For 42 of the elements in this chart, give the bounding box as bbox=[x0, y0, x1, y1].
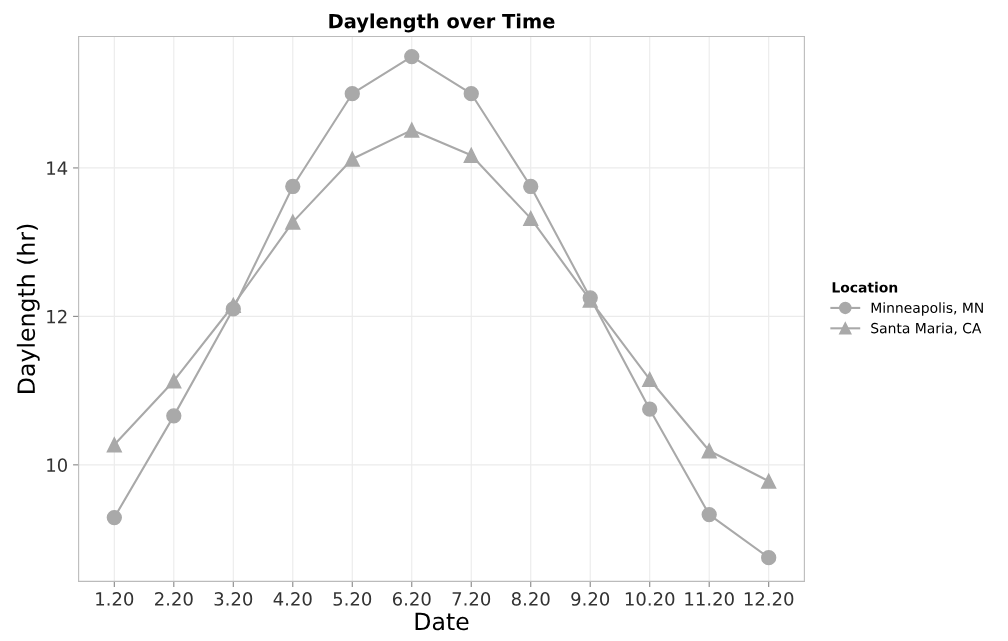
point bbox=[106, 509, 122, 526]
x-tick-label: 2.20 bbox=[155, 592, 193, 606]
point bbox=[404, 48, 420, 65]
point bbox=[761, 549, 777, 566]
x-tick-label: 5.20 bbox=[333, 592, 372, 606]
point bbox=[344, 151, 360, 167]
point bbox=[701, 506, 717, 523]
point bbox=[285, 178, 301, 195]
x-tick-label: 10.20 bbox=[625, 592, 675, 606]
x-tick-label: 3.20 bbox=[214, 592, 253, 606]
y-tick-label: 14 bbox=[47, 161, 68, 175]
point bbox=[463, 86, 479, 102]
x-tick-label: 4.20 bbox=[273, 592, 312, 606]
x-tick-label: 11.20 bbox=[685, 592, 734, 606]
point bbox=[642, 401, 658, 417]
x-tick-label: 9.20 bbox=[571, 592, 610, 606]
point bbox=[166, 408, 182, 424]
legend-label: Minneapolis, MN bbox=[871, 302, 983, 316]
legend-title: Location bbox=[832, 281, 898, 293]
point bbox=[642, 371, 658, 388]
y-tick-label: 10 bbox=[47, 458, 68, 472]
point bbox=[761, 473, 777, 489]
y-tick-label: 12 bbox=[47, 309, 67, 324]
point bbox=[523, 178, 539, 195]
point bbox=[285, 214, 301, 230]
point bbox=[404, 122, 420, 138]
x-tick-label: 8.20 bbox=[511, 592, 550, 606]
point bbox=[523, 210, 539, 227]
legend-label: Santa Maria, CA bbox=[871, 322, 982, 335]
point bbox=[166, 373, 182, 389]
point bbox=[106, 437, 122, 453]
x-tick-label: 6.20 bbox=[392, 592, 431, 606]
x-tick-label: 7.20 bbox=[452, 592, 491, 606]
x-tick-label: 1.20 bbox=[96, 592, 134, 606]
point bbox=[344, 86, 360, 102]
point bbox=[463, 147, 479, 163]
point bbox=[701, 443, 717, 459]
chart-title: Daylength over Time bbox=[329, 13, 555, 33]
point bbox=[225, 297, 241, 313]
x-tick-label: 12.20 bbox=[744, 592, 794, 606]
y-axis-title: Daylength (hr) bbox=[16, 224, 40, 393]
x-axis-title: Date bbox=[415, 612, 469, 631]
